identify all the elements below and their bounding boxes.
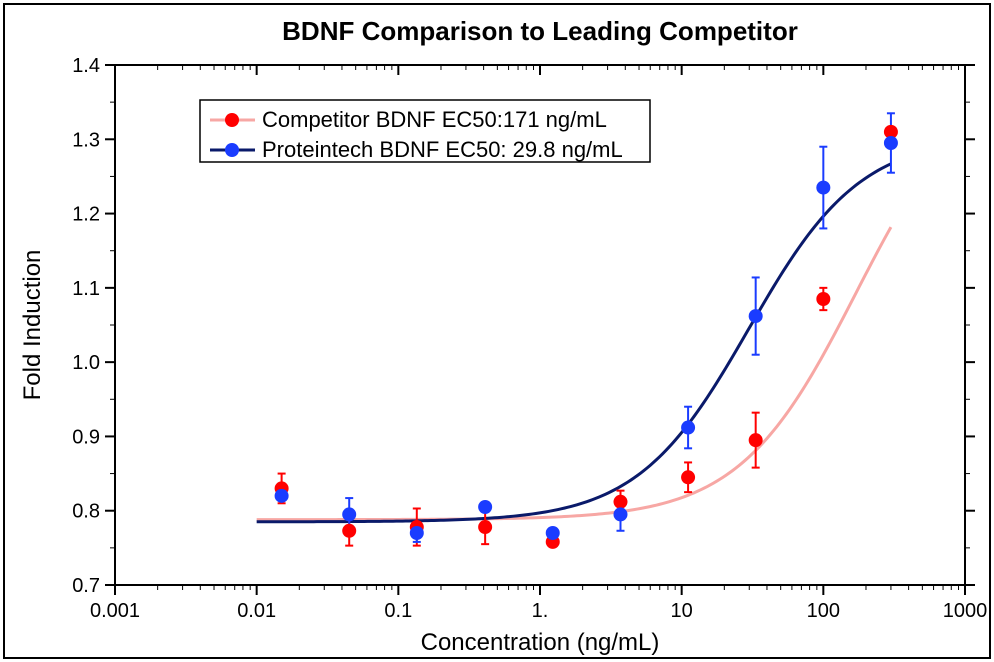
- data-point-proteintech: [816, 181, 830, 195]
- legend-marker: [225, 113, 239, 127]
- data-point-competitor: [816, 292, 830, 306]
- data-point-competitor: [342, 524, 356, 538]
- x-tick-label: 1000: [943, 600, 988, 622]
- x-tick-label: 100: [807, 600, 840, 622]
- data-point-competitor: [681, 470, 695, 484]
- data-point-proteintech: [613, 507, 627, 521]
- x-tick-label: 0.01: [237, 600, 276, 622]
- y-tick-label: 1.4: [72, 55, 100, 77]
- data-point-proteintech: [275, 489, 289, 503]
- y-tick-label: 0.9: [72, 426, 100, 448]
- y-tick-label: 0.7: [72, 575, 100, 597]
- data-point-proteintech: [546, 526, 560, 540]
- legend-label: Competitor BDNF EC50:171 ng/mL: [262, 107, 607, 132]
- chart-svg: BDNF Comparison to Leading Competitor 0.0…: [0, 0, 994, 662]
- chart-container: BDNF Comparison to Leading Competitor 0.0…: [0, 0, 994, 662]
- data-point-proteintech: [681, 421, 695, 435]
- data-point-proteintech: [478, 500, 492, 514]
- legend-label: Proteintech BDNF EC50: 29.8 ng/mL: [262, 137, 623, 162]
- data-point-proteintech: [342, 507, 356, 521]
- x-axis-label: Concentration (ng/mL): [421, 629, 660, 656]
- data-point-competitor: [749, 433, 763, 447]
- y-tick-label: 1.3: [72, 129, 100, 151]
- data-point-proteintech: [749, 309, 763, 323]
- chart-title: BDNF Comparison to Leading Competitor: [282, 16, 798, 46]
- x-tick-label: 0.001: [90, 600, 140, 622]
- y-tick-label: 1.0: [72, 352, 100, 374]
- x-tick-label: 1.: [532, 600, 549, 622]
- y-tick-label: 1.1: [72, 278, 100, 300]
- data-point-proteintech: [884, 136, 898, 150]
- data-point-competitor: [478, 520, 492, 534]
- legend-marker: [225, 143, 239, 157]
- data-point-competitor: [613, 495, 627, 509]
- y-tick-label: 0.8: [72, 501, 100, 523]
- y-axis-label: Fold Induction: [19, 250, 46, 401]
- x-tick-label: 0.1: [384, 600, 412, 622]
- y-tick-label: 1.2: [72, 204, 100, 226]
- data-point-proteintech: [410, 526, 424, 540]
- x-tick-label: 10: [671, 600, 693, 622]
